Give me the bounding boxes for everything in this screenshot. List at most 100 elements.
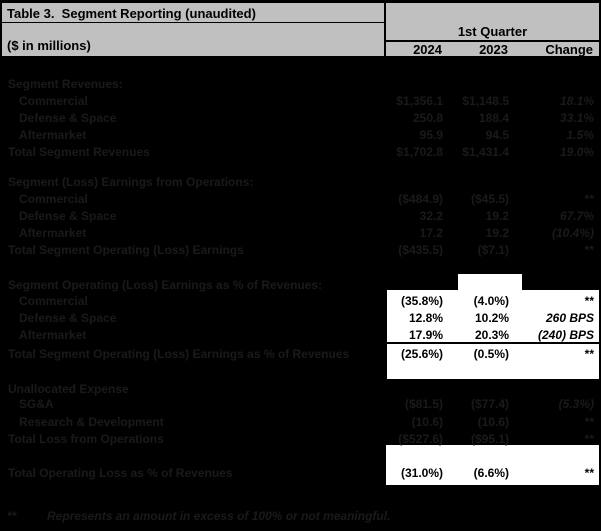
- table-row: Research & Development (10.6) (10.6) **: [2, 413, 599, 430]
- total-row: Total Operating Loss as % of Revenues (3…: [2, 464, 599, 481]
- value-change: (240) BPS: [537, 327, 594, 342]
- value-2023: (10.6): [477, 414, 509, 429]
- table-row: Commercial (35.8%) (4.0%) **: [2, 292, 599, 309]
- value-2024: (31.0%): [400, 465, 443, 480]
- footnote-marker: **: [7, 508, 17, 523]
- value-2023: ($95.1): [470, 431, 509, 446]
- value-2023: 19.2: [485, 208, 509, 223]
- table-row: Aftermarket 17.9% 20.3% (240) BPS: [2, 326, 599, 343]
- total-row: Total Loss from Operations ($527.6) ($95…: [2, 430, 599, 447]
- column-header-change: Change: [545, 42, 593, 57]
- table-row: Defense & Space 250.8 188.4 33.1%: [2, 109, 599, 126]
- value-2024: (10.6): [411, 414, 443, 429]
- row-label: Total Segment Operating (Loss) Earnings …: [8, 346, 350, 361]
- highlight-block-percent-section: [387, 290, 599, 379]
- section-header-row: Segment Operating (Loss) Earnings as % o…: [2, 276, 599, 293]
- value-2023: 20.3%: [474, 327, 509, 342]
- value-change: **: [584, 346, 594, 361]
- column-header-2023: 2023: [479, 42, 508, 57]
- value-change: (10.4%): [551, 225, 594, 240]
- row-label: Unallocated Expense: [8, 381, 129, 396]
- row-label: Total Segment Operating (Loss) Earnings: [8, 242, 244, 257]
- value-change: 67.7%: [559, 208, 594, 223]
- row-label: Segment Revenues:: [8, 76, 123, 91]
- table-header: Table 3. Segment Reporting (unaudited) (…: [2, 3, 599, 57]
- value-2023: ($45.5): [470, 191, 509, 206]
- value-2024: ($484.9): [398, 191, 443, 206]
- value-2024: (25.6%): [400, 346, 443, 361]
- table-row: SG&A ($81.5) ($77.4) (5.3%): [2, 395, 599, 412]
- value-change: 260 BPS: [545, 310, 594, 325]
- row-label: Aftermarket: [19, 225, 87, 240]
- value-2023: (6.6%): [473, 465, 509, 480]
- section-header-row: Unallocated Expense: [2, 380, 599, 397]
- total-row-top-border: [387, 342, 599, 344]
- value-2023: 10.2%: [474, 310, 509, 325]
- value-2023: ($7.1): [477, 242, 509, 257]
- value-2024: ($527.6): [398, 431, 443, 446]
- value-change: **: [584, 465, 594, 480]
- value-change: **: [584, 431, 594, 446]
- table-title: Table 3. Segment Reporting (unaudited): [7, 6, 256, 21]
- value-2024: (35.8%): [400, 293, 443, 308]
- row-label: Aftermarket: [19, 127, 87, 142]
- value-2024: 250.8: [412, 110, 443, 125]
- table-row: Defense & Space 12.8% 10.2% 260 BPS: [2, 309, 599, 326]
- value-2024: ($435.5): [398, 242, 443, 257]
- row-label: Commercial: [19, 293, 88, 308]
- table-row: Aftermarket 95.9 94.5 1.5%: [2, 126, 599, 143]
- units-label: ($ in millions): [7, 38, 91, 53]
- value-2023: (4.0%): [473, 293, 509, 308]
- value-change: 33.1%: [559, 110, 594, 125]
- row-label: Segment (Loss) Earnings from Operations:: [8, 174, 254, 189]
- row-label: SG&A: [19, 396, 54, 411]
- row-label: Defense & Space: [19, 208, 117, 223]
- row-label: Commercial: [19, 191, 88, 206]
- row-label: Defense & Space: [19, 110, 117, 125]
- row-label: Defense & Space: [19, 310, 117, 325]
- value-2023: $1,148.5: [462, 93, 509, 108]
- value-2024: $1,356.1: [396, 93, 443, 108]
- value-change: **: [584, 414, 594, 429]
- row-label: Commercial: [19, 93, 88, 108]
- value-2024: ($81.5): [404, 396, 443, 411]
- value-change: **: [584, 242, 594, 257]
- value-2024: 17.9%: [408, 327, 443, 342]
- quarter-label: 1st Quarter: [386, 23, 599, 42]
- row-label: Aftermarket: [19, 327, 87, 342]
- value-change: 19.0%: [559, 144, 594, 159]
- row-label: Total Loss from Operations: [8, 431, 164, 446]
- value-2023: $1,431.4: [462, 144, 509, 159]
- value-2024: 95.9: [419, 127, 443, 142]
- value-2024: $1,702.8: [396, 144, 443, 159]
- value-2024: 17.2: [419, 225, 443, 240]
- highlight-block-total-operating-loss: [386, 445, 599, 485]
- row-label: Research & Development: [19, 414, 164, 429]
- value-2023: 94.5: [485, 127, 509, 142]
- row-label: Segment Operating (Loss) Earnings as % o…: [8, 277, 323, 292]
- column-headers: 2024 2023 Change: [386, 42, 599, 57]
- footnote-text: Represents an amount in excess of 100% o…: [47, 508, 391, 523]
- table-row: Commercial $1,356.1 $1,148.5 18.1%: [2, 92, 599, 109]
- value-2024: 32.2: [419, 208, 443, 223]
- section-header-row: Segment (Loss) Earnings from Operations:: [2, 173, 599, 190]
- total-row: Total Segment Revenues $1,702.8 $1,431.4…: [2, 143, 599, 160]
- total-row: Total Segment Operating (Loss) Earnings …: [2, 345, 599, 362]
- table-row: Aftermarket 17.2 19.2 (10.4%): [2, 224, 599, 241]
- row-label: Total Segment Revenues: [8, 144, 150, 159]
- column-header-2024: 2024: [413, 42, 442, 57]
- value-2023: 188.4: [478, 110, 509, 125]
- footnote: ** Represents an amount in excess of 100…: [7, 507, 390, 524]
- header-left-cell: Table 3. Segment Reporting (unaudited) (…: [2, 3, 386, 56]
- section-header-row: Segment Revenues:: [2, 75, 599, 92]
- value-change: **: [584, 191, 594, 206]
- title-row: Table 3. Segment Reporting (unaudited): [2, 3, 384, 23]
- value-2024: 12.8%: [408, 310, 443, 325]
- value-2023: ($77.4): [470, 396, 509, 411]
- table-row: Commercial ($484.9) ($45.5) **: [2, 190, 599, 207]
- value-change: (5.3%): [558, 396, 594, 411]
- table-row: Defense & Space 32.2 19.2 67.7%: [2, 207, 599, 224]
- value-2023: (0.5%): [473, 346, 509, 361]
- value-change: 18.1%: [559, 93, 594, 108]
